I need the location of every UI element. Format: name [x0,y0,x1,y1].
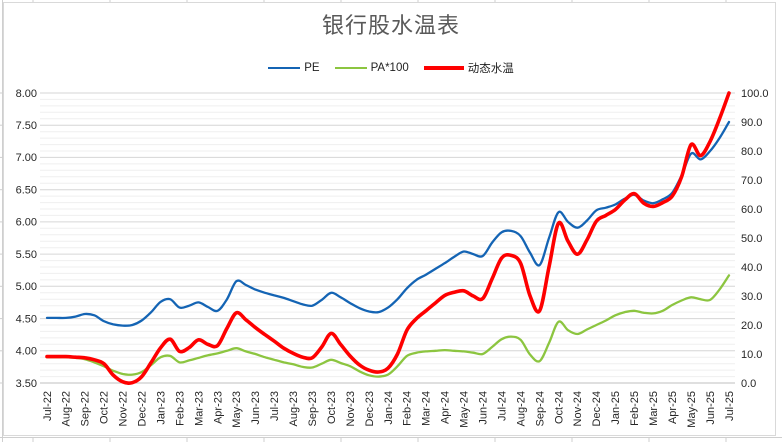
legend-label: PE [304,62,320,74]
svg-text:Jul-25: Jul-25 [724,391,736,421]
svg-text:Mar-23: Mar-23 [193,391,205,426]
svg-text:70.0: 70.0 [741,175,762,187]
svg-text:Dec-22: Dec-22 [137,391,149,426]
pe-line [45,120,731,327]
legend-label: PA*100 [370,62,409,74]
svg-text:8.00: 8.00 [16,88,37,100]
svg-text:Jul-22: Jul-22 [42,391,54,421]
svg-text:Jan-24: Jan-24 [383,391,395,425]
svg-text:Apr-23: Apr-23 [212,391,224,424]
svg-text:10.0: 10.0 [741,349,762,361]
svg-text:Feb-24: Feb-24 [402,391,414,426]
svg-text:Nov-23: Nov-23 [345,391,357,426]
svg-text:40.0: 40.0 [741,262,762,274]
svg-text:Jun-25: Jun-25 [705,391,717,425]
pa100-line-swatch [334,66,367,70]
chart-title: 银行股水温表 [321,13,460,38]
svg-text:Dec-23: Dec-23 [364,391,376,426]
svg-text:Jan-25: Jan-25 [610,391,622,425]
svg-text:Oct-22: Oct-22 [99,391,111,424]
major-gridlines [40,92,735,384]
svg-text:Feb-25: Feb-25 [629,391,641,426]
svg-text:May-24: May-24 [459,391,471,428]
svg-text:60.0: 60.0 [741,204,762,216]
svg-text:Aug-24: Aug-24 [515,391,527,426]
chart-legend: PE PA*100 动态水温 [0,60,782,76]
svg-text:Jun-23: Jun-23 [250,391,262,425]
pe-line-swatch [268,66,301,70]
svg-text:Dec-24: Dec-24 [591,391,603,426]
x-axis-labels: Jul-22 Aug-22 Sep-22 Oct-22 Nov-22 Dec-22 Jan-… [42,391,736,428]
svg-text:80.0: 80.0 [741,146,762,158]
svg-text:30.0: 30.0 [741,291,762,303]
svg-text:Oct-24: Oct-24 [553,391,565,424]
svg-text:7.50: 7.50 [16,120,37,132]
legend-item-pe[interactable]: PE [268,62,320,74]
svg-text:0.0: 0.0 [741,378,756,390]
svg-text:Jul-23: Jul-23 [269,391,281,421]
svg-text:Nov-22: Nov-22 [118,391,130,426]
left-axis-labels: 8.00 7.50 7.00 6.50 6.00 5.50 5.00 4.50 4.00 3.50 [16,88,37,390]
svg-text:May-23: May-23 [231,391,243,428]
legend-label: 动态水温 [467,63,514,75]
svg-text:Jul-24: Jul-24 [497,391,509,421]
svg-text:Nov-24: Nov-24 [572,391,584,426]
svg-text:50.0: 50.0 [741,233,762,245]
legend-item-pa100[interactable]: PA*100 [334,62,409,74]
svg-text:20.0: 20.0 [741,320,762,332]
svg-text:6.50: 6.50 [16,185,37,197]
svg-text:4.00: 4.00 [16,346,37,358]
svg-text:Sep-24: Sep-24 [534,391,546,426]
svg-text:Jun-24: Jun-24 [478,391,490,425]
svg-text:Mar-24: Mar-24 [421,391,433,426]
pa100-line [45,274,731,378]
svg-text:Mar-25: Mar-25 [648,391,660,426]
legend-item-water-temp[interactable]: 动态水温 [423,60,514,76]
svg-text:Apr-24: Apr-24 [440,391,452,424]
svg-text:Sep-23: Sep-23 [307,391,319,426]
svg-text:6.00: 6.00 [16,217,37,229]
svg-text:Sep-22: Sep-22 [80,391,92,426]
svg-text:Apr-25: Apr-25 [667,391,679,424]
svg-text:Aug-23: Aug-23 [288,391,300,426]
svg-text:3.50: 3.50 [16,378,37,390]
svg-text:90.0: 90.0 [741,117,762,129]
svg-text:5.00: 5.00 [16,281,37,293]
right-axis-labels: 100.0 90.0 80.0 70.0 60.0 50.0 40.0 30.0 20.0 10.… [741,88,769,390]
svg-text:100.0: 100.0 [741,88,769,100]
svg-text:Oct-23: Oct-23 [326,391,338,424]
svg-text:5.50: 5.50 [16,249,37,261]
water-temp-line [45,91,731,385]
svg-text:Jan-23: Jan-23 [156,391,168,425]
svg-text:Feb-23: Feb-23 [174,391,186,426]
svg-text:Aug-22: Aug-22 [61,391,73,426]
water-temp-line-swatch [423,65,464,71]
minor-gridlines [40,98,735,378]
svg-text:4.50: 4.50 [16,313,37,325]
svg-text:7.00: 7.00 [16,152,37,164]
svg-text:May-25: May-25 [686,391,698,428]
